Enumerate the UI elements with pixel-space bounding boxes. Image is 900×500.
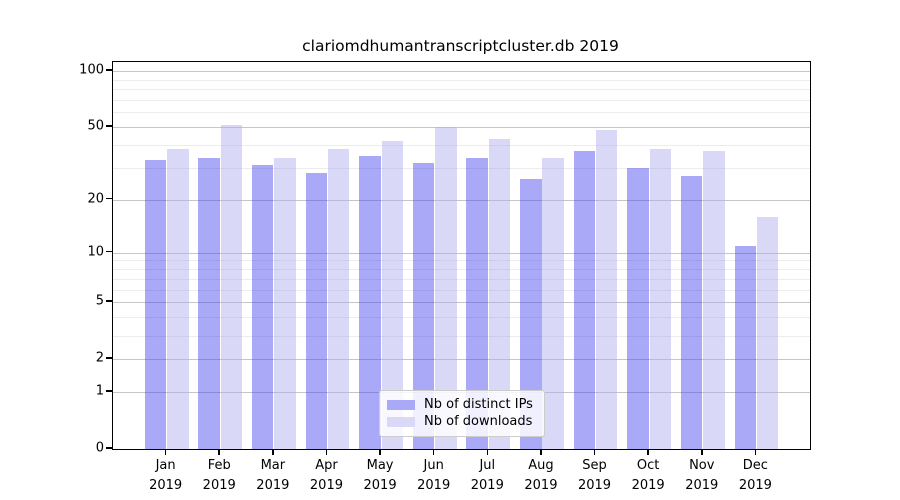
bar-downloads-dec [756,216,779,449]
gridline-minor [113,167,810,169]
x-axis-tick-label: Dec 2019 [738,458,772,493]
x-axis-tick-label: Mar 2019 [256,458,290,493]
bar-distinct-ips-mar [251,165,274,449]
legend-label: Nb of distinct IPs [424,397,533,412]
gridline-major [113,199,810,201]
gridline-major [113,71,810,72]
x-axis-tick-mark [272,449,274,455]
chart-title: clariomdhumantranscriptcluster.db 2019 [302,37,619,55]
x-axis-tick-label: Nov 2019 [685,458,719,493]
legend-label: Nb of downloads [424,414,533,429]
y-axis-tick-label: 1 [95,383,104,399]
bar-downloads-jun [435,127,457,449]
bar-distinct-ips-oct [627,167,649,449]
bar-distinct-ips-feb [198,157,220,449]
y-axis-tick-label: 0 [95,440,104,456]
bar-distinct-ips-jun [412,162,435,449]
gridline-minor [113,260,810,262]
x-axis-tick-mark [379,449,381,455]
x-axis-tick-mark [754,449,757,455]
bar-downloads-mar [274,157,296,449]
y-axis-tick-mark [106,390,112,392]
gridline-minor [113,112,810,114]
y-axis-tick-mark [106,125,112,127]
y-axis-tick-label: 20 [87,191,104,207]
y-axis-tick-mark [106,250,112,253]
y-axis-tick-mark [106,447,112,449]
plot-area [112,61,811,450]
gridline-minor [113,278,810,280]
legend: Nb of distinct IPs Nb of downloads [379,390,545,437]
gridline-minor [113,289,810,291]
legend-item-downloads: Nb of downloads [387,413,536,430]
x-axis-tick-mark [432,449,435,455]
x-axis-tick-mark [325,449,328,455]
gridline-minor [113,269,810,270]
x-axis-tick-label: Jun 2019 [417,458,451,493]
x-axis-tick-mark [647,449,649,455]
gridline-minor [113,335,810,337]
x-axis-tick-label: Sep 2019 [577,458,612,493]
gridline-major [113,252,810,254]
y-axis-tick-label: 50 [87,118,104,134]
bar-distinct-ips-apr [305,173,328,449]
gridline-major [113,127,810,128]
gridline-minor [113,79,810,81]
bar-distinct-ips-aug [520,179,542,449]
bar-downloads-sep [595,130,618,449]
bar-downloads-apr [327,148,350,449]
legend-item-distinct-ips: Nb of distinct IPs [387,396,536,413]
bar-distinct-ips-jan [144,160,167,449]
x-axis-tick-label: Oct 2019 [631,458,665,493]
y-axis-tick-label: 2 [95,350,104,366]
bar-downloads-may [381,140,403,449]
y-axis-tick-mark [106,300,112,302]
bar-downloads-nov [703,151,725,449]
legend-swatch-downloads [387,416,415,427]
bar-distinct-ips-may [359,155,381,449]
y-axis-tick-mark [106,197,112,200]
x-axis-tick-label: Jan 2019 [149,458,183,493]
y-axis-tick-mark [106,69,112,71]
gridline-minor [113,99,810,101]
x-axis-tick-label: Jul 2019 [470,458,504,493]
gridline-minor [113,144,810,146]
gridline-minor [113,317,810,319]
x-axis-tick-mark [701,449,703,455]
bar-downloads-feb [220,125,243,449]
y-axis-tick-mark [106,357,112,359]
y-axis-tick-label: 100 [79,62,104,78]
bar-downloads-oct [649,148,672,449]
y-axis-tick-label: 10 [87,244,104,260]
x-axis-tick-mark [164,449,167,455]
x-axis-tick-mark [540,449,542,455]
x-axis-tick-label: Feb 2019 [202,458,236,493]
x-axis-tick-label: Apr 2019 [309,458,343,493]
bar-downloads-aug [542,157,564,449]
gridline-major [113,359,810,360]
x-axis-tick-mark [593,449,596,455]
bar-distinct-ips-dec [734,245,756,449]
gridline-minor [113,89,810,91]
x-axis-tick-label: Aug 2019 [524,458,558,493]
x-axis-tick-mark [486,449,489,455]
bar-distinct-ips-jul [466,157,488,449]
bar-distinct-ips-nov [680,176,703,449]
bar-downloads-jul [488,139,511,449]
gridline-major [113,302,810,304]
y-axis-tick-label: 5 [95,293,104,309]
bar-distinct-ips-sep [573,151,596,449]
x-axis-tick-mark [218,449,220,455]
x-axis-tick-label: May 2019 [363,458,397,493]
bar-downloads-jan [167,148,189,449]
legend-swatch-distinct-ips [387,399,415,410]
